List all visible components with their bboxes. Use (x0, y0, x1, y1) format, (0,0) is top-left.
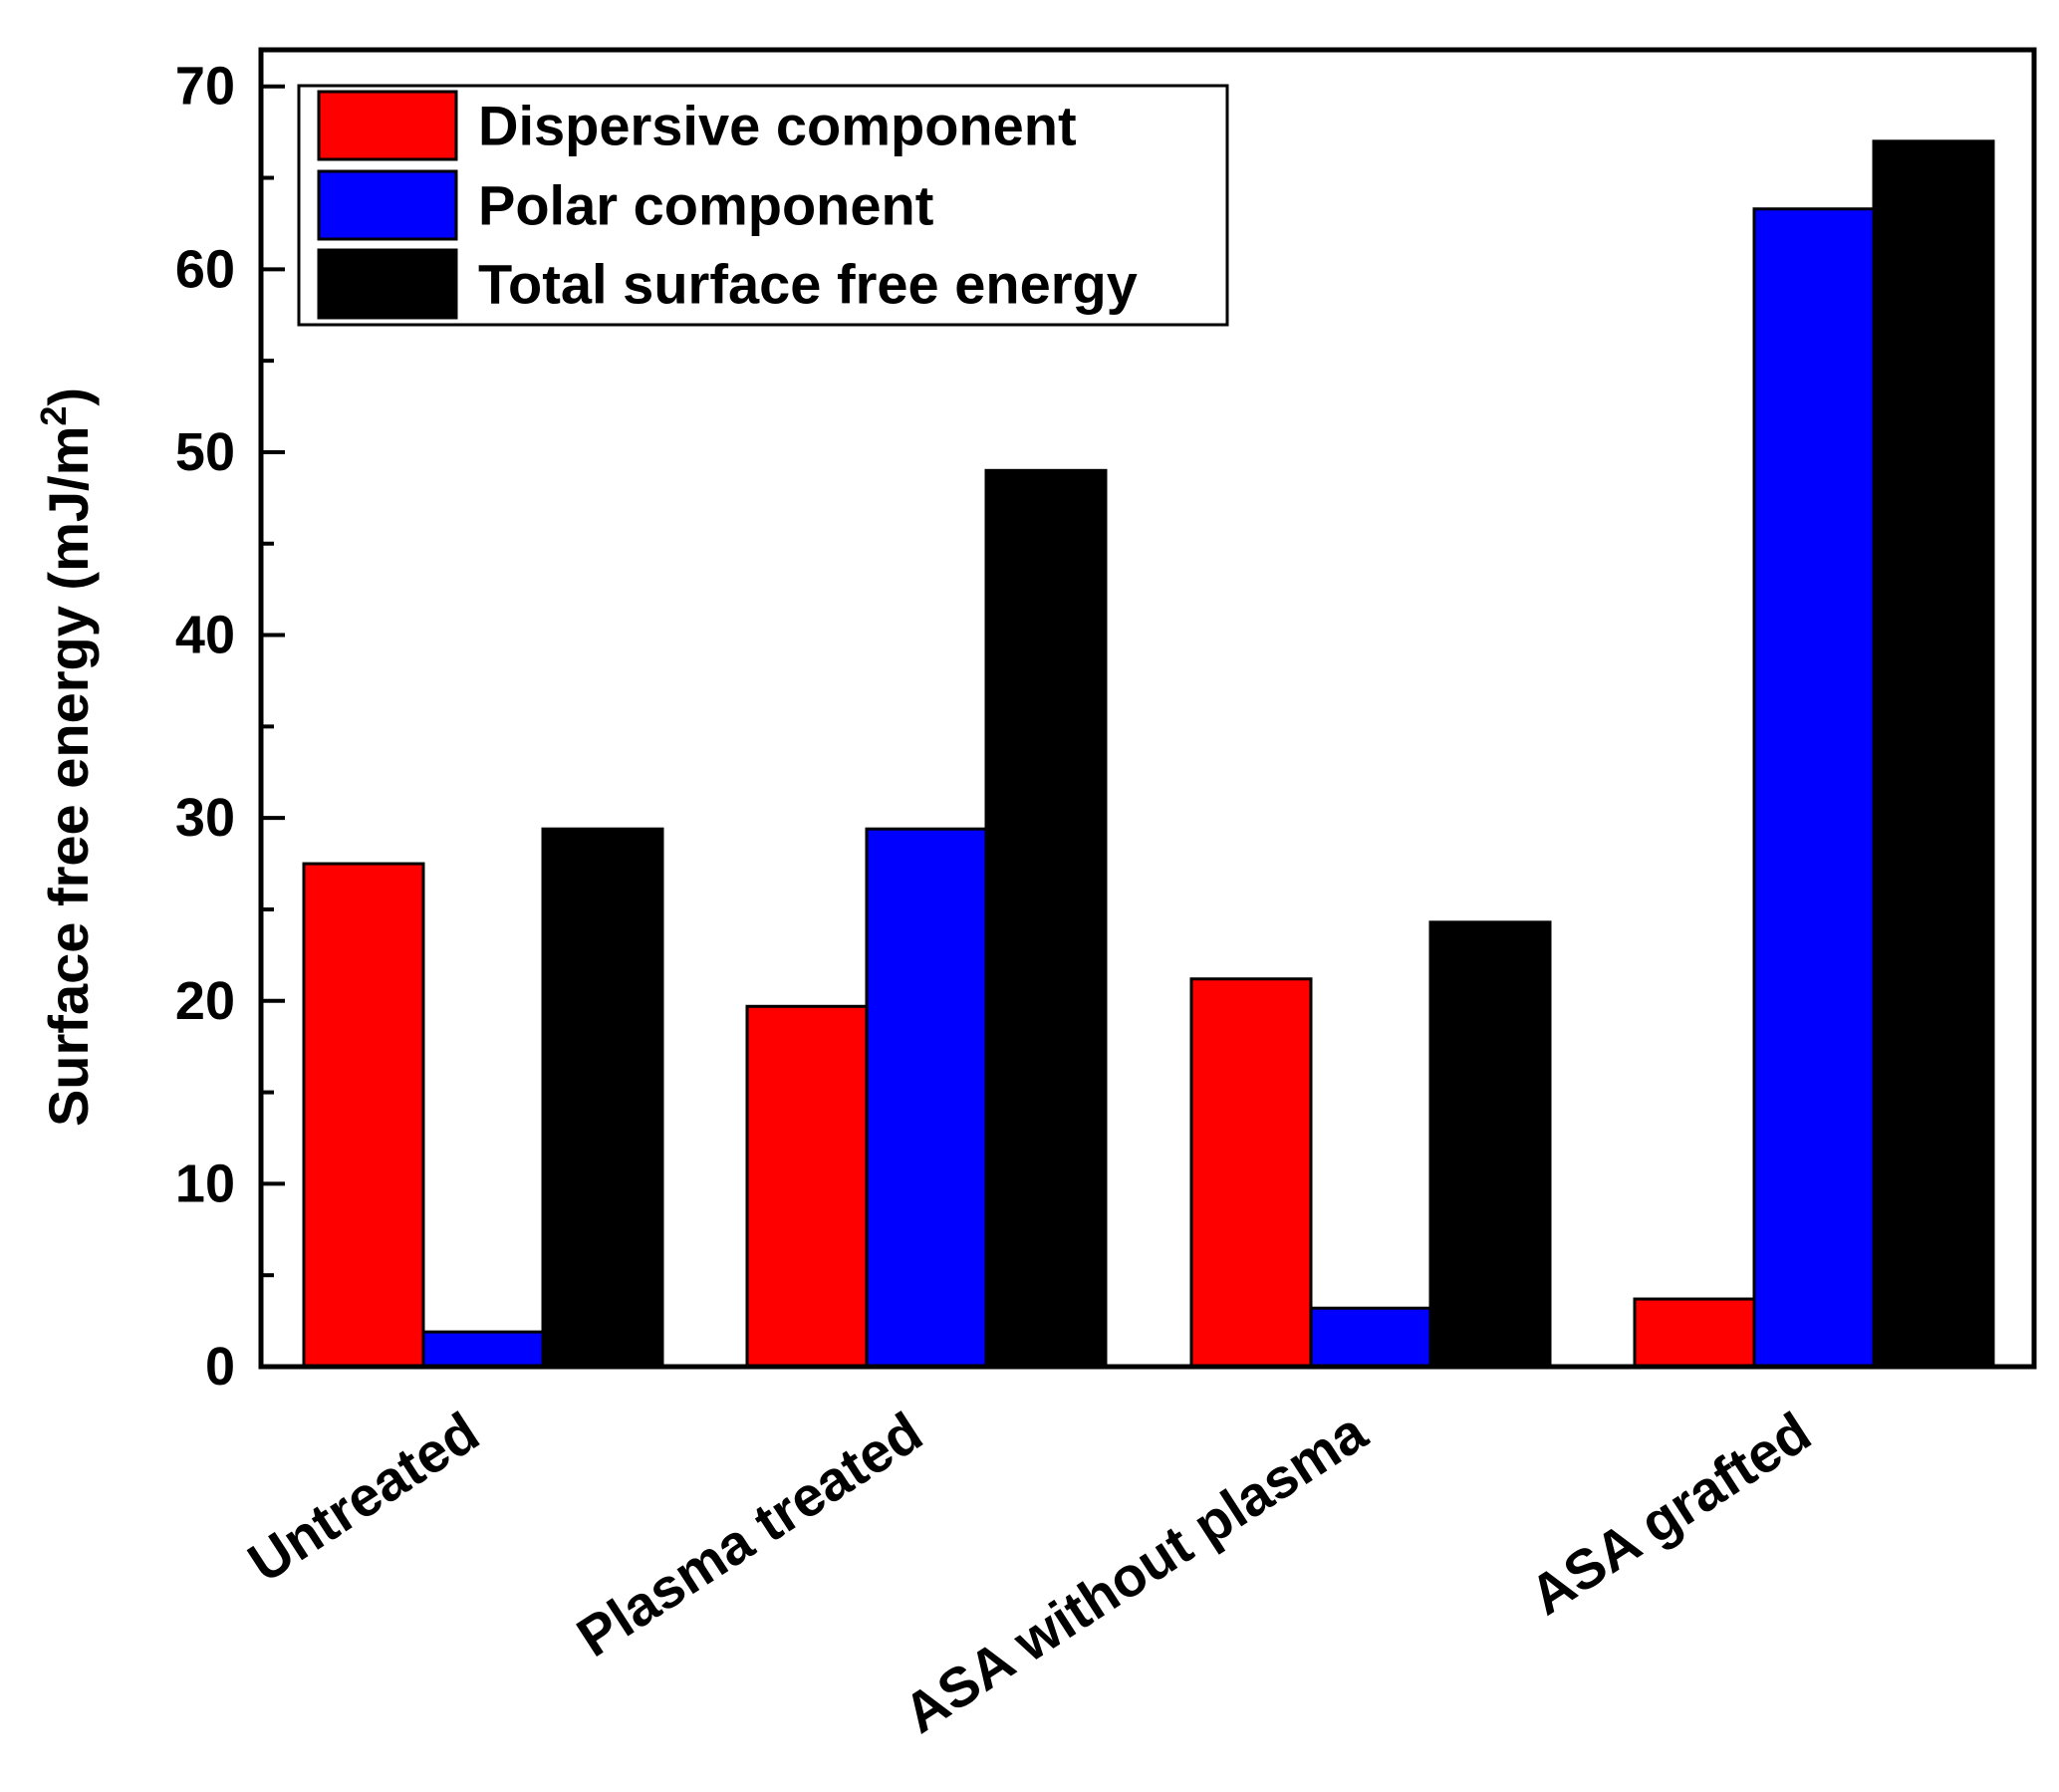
legend-swatch-total-surface-free-energy (317, 248, 458, 320)
bar-polar-component-plasma-treated (865, 827, 988, 1369)
bar-total-surface-free-energy-asa-grafted (1872, 139, 1995, 1369)
y-axis-title-close: ) (37, 387, 100, 406)
legend-swatch-dispersive-component (317, 90, 458, 161)
y-axis-title-superscript: 2 (33, 406, 74, 426)
bar-total-surface-free-energy-untreated (541, 827, 664, 1369)
bar-total-surface-free-energy-plasma-treated (984, 468, 1108, 1369)
legend-label: Total surface free energy (478, 253, 1138, 316)
bars-layer (302, 139, 1995, 1369)
y-tick-label: 30 (175, 788, 235, 848)
bar-dispersive-component-asa-without-plasma (1189, 977, 1313, 1369)
legend-label: Polar component (478, 174, 933, 237)
y-axis-title: Surface free energy (mJ/m2) (33, 387, 100, 1127)
x-category-label: Plasma treated (566, 1400, 932, 1668)
y-tick-label: 10 (175, 1153, 235, 1213)
bar-dispersive-component-asa-grafted (1633, 1297, 1756, 1369)
bar-polar-component-asa-without-plasma (1309, 1306, 1432, 1369)
bar-dispersive-component-plasma-treated (745, 1004, 869, 1369)
y-axis: 0 10 20 30 40 50 60 70 (175, 57, 285, 1397)
x-category-label: ASA without plasma (893, 1400, 1378, 1745)
y-tick-label: 40 (175, 606, 235, 665)
bar-dispersive-component-untreated (302, 862, 425, 1369)
y-tick-label: 50 (175, 422, 235, 482)
bar-polar-component-asa-grafted (1752, 207, 1876, 1369)
x-category-label: Untreated (237, 1400, 490, 1594)
plot-frame (258, 47, 2037, 1370)
legend-label: Dispersive component (478, 95, 1077, 157)
bar-total-surface-free-energy-asa-without-plasma (1428, 920, 1552, 1369)
y-tick-label: 60 (175, 239, 235, 299)
legend-swatch-polar-component (317, 169, 458, 241)
bar-polar-component-untreated (421, 1330, 545, 1369)
y-tick-label: 0 (205, 1337, 235, 1397)
y-tick-label: 20 (175, 971, 235, 1031)
y-axis-title-main: Surface free energy (mJ/m (37, 426, 100, 1127)
legend: Dispersive component Polar component Total… (297, 84, 1229, 327)
x-category-label: ASA grafted (1519, 1400, 1822, 1627)
y-tick-label: 70 (175, 57, 235, 117)
